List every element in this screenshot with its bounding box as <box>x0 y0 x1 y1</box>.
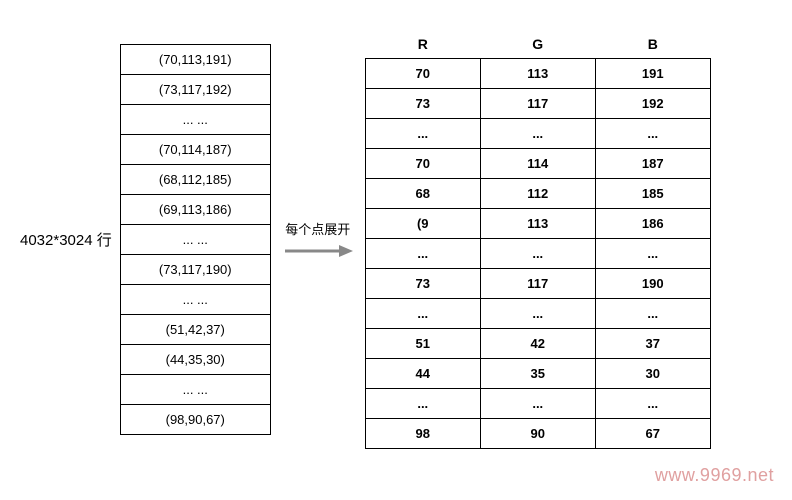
table-row: ......... <box>365 388 710 418</box>
table-row: (9113186 <box>365 208 710 238</box>
rgb-cell: 30 <box>595 358 710 388</box>
header-r: R <box>365 30 480 58</box>
rgb-cell: 190 <box>595 268 710 298</box>
rgb-table: R G B 7011319173117192.........701141876… <box>365 30 711 449</box>
rgb-cell: ... <box>595 238 710 268</box>
arrow-icon <box>283 242 353 260</box>
rgb-cell: 70 <box>365 58 480 88</box>
rgb-cell: 98 <box>365 418 480 448</box>
tuple-cell: ... ... <box>120 224 270 254</box>
tuple-cell: (73,117,190) <box>120 254 270 284</box>
rgb-cell: 113 <box>480 208 595 238</box>
table-row: ......... <box>365 238 710 268</box>
rgb-cell: ... <box>365 388 480 418</box>
rgb-cell: 185 <box>595 178 710 208</box>
table-row: (73,117,190) <box>120 254 270 284</box>
table-row: (98,90,67) <box>120 404 270 434</box>
rgb-cell: ... <box>365 118 480 148</box>
table-row: ... ... <box>120 104 270 134</box>
tuple-cell: (70,113,191) <box>120 44 270 74</box>
rgb-cell: 73 <box>365 88 480 118</box>
rgb-cell: 186 <box>595 208 710 238</box>
rgb-cell: 35 <box>480 358 595 388</box>
table-row: ... ... <box>120 224 270 254</box>
rgb-cell: 112 <box>480 178 595 208</box>
rgb-cell: ... <box>365 238 480 268</box>
rgb-cell: (9 <box>365 208 480 238</box>
rgb-cell: 37 <box>595 328 710 358</box>
table-row: 989067 <box>365 418 710 448</box>
table-row: (68,112,185) <box>120 164 270 194</box>
rgb-cell: ... <box>595 298 710 328</box>
rgb-table-body: 7011319173117192.........701141876811218… <box>365 58 710 448</box>
tuple-cell: ... ... <box>120 284 270 314</box>
header-b: B <box>595 30 710 58</box>
table-row: 73117192 <box>365 88 710 118</box>
table-row: 73117190 <box>365 268 710 298</box>
tuple-table-body: (70,113,191)(73,117,192)... ...(70,114,1… <box>120 44 270 434</box>
arrow-label: 每个点展开 <box>285 219 350 238</box>
rgb-cell: 117 <box>480 268 595 298</box>
watermark-text: www.9969.net <box>655 465 774 486</box>
tuple-table: (70,113,191)(73,117,192)... ...(70,114,1… <box>120 44 271 435</box>
table-row: (69,113,186) <box>120 194 270 224</box>
rgb-cell: 90 <box>480 418 595 448</box>
rgb-cell: 67 <box>595 418 710 448</box>
rgb-cell: ... <box>480 238 595 268</box>
table-row: (73,117,192) <box>120 74 270 104</box>
tuple-cell: ... ... <box>120 104 270 134</box>
rgb-cell: 191 <box>595 58 710 88</box>
rgb-cell: 68 <box>365 178 480 208</box>
rgb-cell: 42 <box>480 328 595 358</box>
rgb-cell: 114 <box>480 148 595 178</box>
header-g: G <box>480 30 595 58</box>
rgb-cell: 117 <box>480 88 595 118</box>
row-count-label: 4032*3024 行 <box>20 229 112 250</box>
tuple-cell: (73,117,192) <box>120 74 270 104</box>
rgb-cell: 51 <box>365 328 480 358</box>
rgb-cell: ... <box>480 298 595 328</box>
diagram-container: 4032*3024 行 (70,113,191)(73,117,192)... … <box>0 0 792 469</box>
rgb-cell: 192 <box>595 88 710 118</box>
table-row: (70,113,191) <box>120 44 270 74</box>
table-row: ... ... <box>120 284 270 314</box>
table-row: ... ... <box>120 374 270 404</box>
tuple-cell: (98,90,67) <box>120 404 270 434</box>
rgb-cell: ... <box>595 388 710 418</box>
rgb-cell: 113 <box>480 58 595 88</box>
rgb-cell: 44 <box>365 358 480 388</box>
table-row: ......... <box>365 118 710 148</box>
table-row: ......... <box>365 298 710 328</box>
table-row: 70114187 <box>365 148 710 178</box>
rgb-cell: ... <box>480 118 595 148</box>
table-row: 514237 <box>365 328 710 358</box>
table-row: 70113191 <box>365 58 710 88</box>
tuple-cell: ... ... <box>120 374 270 404</box>
tuple-cell: (68,112,185) <box>120 164 270 194</box>
rgb-header-row: R G B <box>365 30 710 58</box>
tuple-cell: (70,114,187) <box>120 134 270 164</box>
rgb-cell: 73 <box>365 268 480 298</box>
rgb-cell: 187 <box>595 148 710 178</box>
table-row: (44,35,30) <box>120 344 270 374</box>
table-row: (70,114,187) <box>120 134 270 164</box>
table-row: (51,42,37) <box>120 314 270 344</box>
tuple-cell: (44,35,30) <box>120 344 270 374</box>
arrow-section: 每个点展开 <box>283 219 353 260</box>
rgb-cell: ... <box>365 298 480 328</box>
tuple-cell: (69,113,186) <box>120 194 270 224</box>
rgb-cell: ... <box>480 388 595 418</box>
table-row: 68112185 <box>365 178 710 208</box>
table-row: 443530 <box>365 358 710 388</box>
rgb-cell: ... <box>595 118 710 148</box>
tuple-cell: (51,42,37) <box>120 314 270 344</box>
rgb-cell: 70 <box>365 148 480 178</box>
